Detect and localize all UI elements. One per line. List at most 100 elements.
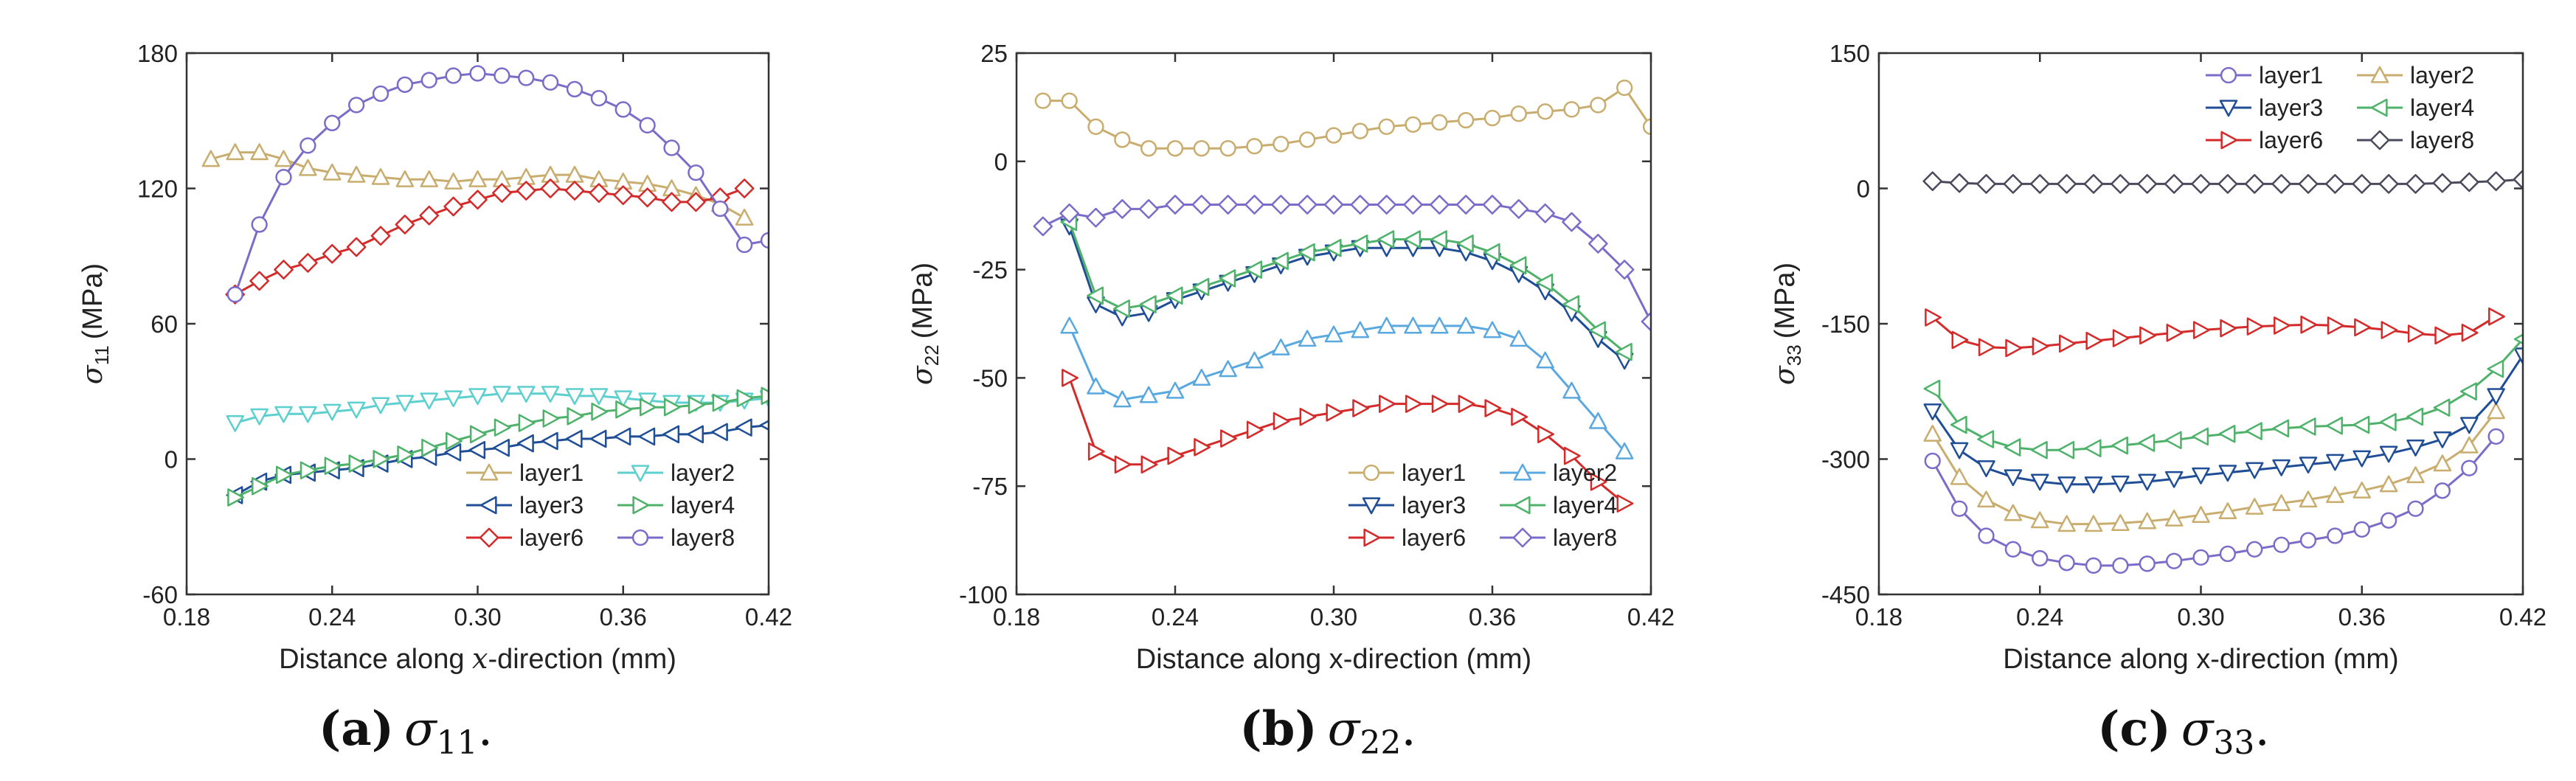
series-layer4 bbox=[1923, 333, 2523, 459]
data-point bbox=[2406, 466, 2425, 484]
data-point bbox=[1642, 118, 1651, 135]
data-point bbox=[1299, 131, 1316, 148]
data-point bbox=[300, 137, 316, 154]
data-point bbox=[2192, 321, 2210, 339]
data-point bbox=[2298, 174, 2319, 194]
x-axis-label: Distance along x-direction (mm) bbox=[2003, 644, 2398, 675]
data-point bbox=[2218, 465, 2237, 482]
data-point bbox=[1977, 490, 1995, 508]
data-point bbox=[564, 181, 585, 201]
data-point bbox=[395, 215, 415, 235]
data-point bbox=[1325, 127, 1343, 144]
data-point bbox=[1923, 379, 1941, 398]
data-point bbox=[2487, 402, 2505, 420]
data-point bbox=[1350, 195, 1371, 215]
x-tick-label: 0.18 bbox=[163, 603, 210, 631]
data-point bbox=[2218, 424, 2236, 443]
legend-label: layer6 bbox=[519, 524, 584, 551]
legend-label: layer8 bbox=[1553, 524, 1617, 551]
data-point bbox=[1324, 238, 1342, 257]
data-point bbox=[1950, 468, 1969, 485]
data-point bbox=[614, 390, 632, 408]
data-point bbox=[420, 72, 437, 88]
data-point bbox=[2407, 500, 2424, 517]
data-point bbox=[250, 143, 269, 161]
legend-marker bbox=[631, 529, 649, 546]
data-point bbox=[1924, 452, 1941, 470]
data-point bbox=[1429, 195, 1450, 215]
data-point bbox=[2272, 419, 2290, 438]
data-point bbox=[2057, 174, 2077, 194]
data-point bbox=[299, 159, 317, 176]
data-point bbox=[2058, 555, 2075, 572]
data-point bbox=[687, 425, 704, 444]
data-point bbox=[2352, 482, 2371, 499]
series-layer2 bbox=[1923, 402, 2505, 532]
data-point bbox=[735, 236, 753, 254]
data-point bbox=[1537, 425, 1554, 443]
caption-symbol: σ bbox=[2181, 702, 2215, 757]
legend-marker bbox=[631, 465, 650, 482]
data-point bbox=[2379, 445, 2398, 463]
caption-period: . bbox=[1401, 702, 1416, 757]
y-tick-label: 60 bbox=[150, 310, 178, 338]
data-point bbox=[614, 427, 631, 446]
data-point bbox=[443, 196, 463, 217]
data-point bbox=[1113, 390, 1132, 408]
data-point bbox=[226, 414, 244, 432]
data-point bbox=[226, 286, 243, 303]
data-point bbox=[1166, 286, 1183, 305]
data-point bbox=[2032, 549, 2049, 567]
x-axis-label-suffix: -direction (mm) bbox=[488, 644, 676, 675]
data-point bbox=[1977, 460, 1995, 477]
data-point bbox=[324, 457, 342, 475]
legend-marker bbox=[1512, 527, 1533, 548]
data-point bbox=[1509, 330, 1528, 347]
data-point bbox=[2352, 450, 2371, 468]
data-point bbox=[2112, 329, 2130, 347]
data-point bbox=[1923, 403, 1942, 420]
data-point bbox=[613, 185, 634, 206]
data-point bbox=[2192, 506, 2210, 523]
x-axis-label-prefix: Distance along bbox=[279, 644, 472, 675]
y-tick-label: 180 bbox=[137, 40, 178, 67]
data-point bbox=[1405, 395, 1422, 413]
legend-label: layer3 bbox=[2259, 94, 2323, 121]
panel-caption: (a) σ11. bbox=[319, 701, 493, 762]
data-point bbox=[686, 192, 706, 212]
data-point bbox=[2271, 174, 2291, 194]
data-point bbox=[590, 90, 608, 107]
legend-label: layer4 bbox=[2410, 94, 2474, 121]
legend-marker bbox=[2220, 66, 2237, 84]
data-point bbox=[1430, 316, 1449, 334]
data-point bbox=[1246, 138, 1263, 155]
data-point bbox=[2084, 476, 2103, 494]
legend-item-layer4: layer4 bbox=[1500, 492, 1617, 518]
data-point bbox=[1431, 395, 1449, 413]
data-point bbox=[662, 192, 682, 212]
data-point bbox=[2219, 545, 2237, 563]
data-point bbox=[2057, 476, 2076, 494]
data-point bbox=[1192, 369, 1211, 386]
data-point bbox=[542, 409, 560, 428]
panel-a: 0.18 0.24 0.30 0.36 0.42 -60 0 60 120 180 Distance… bbox=[76, 40, 792, 762]
data-point bbox=[1403, 195, 1423, 215]
data-point bbox=[1194, 438, 1211, 457]
data-point bbox=[1483, 243, 1500, 262]
data-point bbox=[2111, 514, 2130, 531]
data-point bbox=[2246, 317, 2264, 336]
data-point bbox=[2432, 173, 2453, 193]
data-point bbox=[1378, 118, 1395, 135]
data-point bbox=[1641, 311, 1651, 332]
data-point bbox=[1219, 140, 1236, 157]
data-point bbox=[2191, 174, 2211, 194]
data-point bbox=[1087, 286, 1104, 305]
x-tick-label: 0.42 bbox=[1627, 603, 1675, 631]
data-point bbox=[712, 393, 730, 412]
data-point bbox=[2004, 504, 2023, 521]
data-point bbox=[2246, 541, 2263, 558]
data-point bbox=[420, 392, 438, 410]
data-point bbox=[1323, 195, 1344, 215]
data-point bbox=[1458, 111, 1475, 129]
data-point bbox=[444, 390, 463, 408]
